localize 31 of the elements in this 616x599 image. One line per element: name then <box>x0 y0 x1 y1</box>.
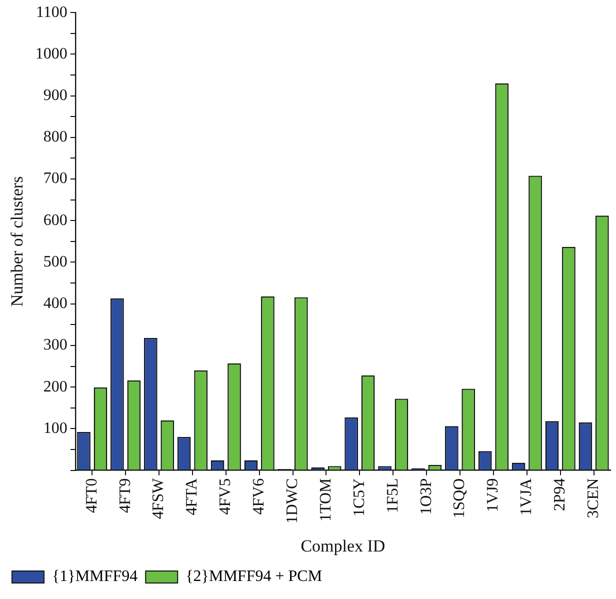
x-tick-label: 4FV6 <box>250 478 268 515</box>
x-tick-label: 4FT0 <box>83 478 100 513</box>
x-axis-title: Complex ID <box>300 536 386 556</box>
x-tick-label: 1DWC <box>284 478 301 524</box>
y-tick-label: 700 <box>43 170 68 188</box>
x-tick-label: 4FSW <box>150 477 168 520</box>
x-tick-label: 1SQO <box>451 478 468 518</box>
x-tick-label: 4FT9 <box>116 478 134 513</box>
y-tick-label: 1000 <box>35 45 68 62</box>
legend-label: {1}MMFF94 <box>52 568 138 586</box>
y-tick-label: 400 <box>43 295 68 312</box>
y-tick-label: 600 <box>43 212 68 229</box>
x-tick-label: 1F5L <box>384 478 402 513</box>
legend-label: {2}MMFF94 + PCM <box>186 568 322 586</box>
x-tick-label: 4FTA <box>184 478 201 516</box>
x-tick-label: 1C5Y <box>350 478 368 517</box>
x-tick-label: 1VJ9 <box>484 478 502 512</box>
x-tick-label: 4FV5 <box>217 478 234 515</box>
y-tick-label: 900 <box>43 87 68 104</box>
y-tick-label: 300 <box>43 336 68 354</box>
y-tick-label: 1100 <box>36 4 68 21</box>
y-tick-label: 500 <box>43 253 68 270</box>
x-tick-label: 1O3P <box>418 478 435 515</box>
y-tick-label: 100 <box>43 420 68 437</box>
y-tick-label: 200 <box>43 378 68 396</box>
x-tick-label: 3CEN <box>585 478 602 518</box>
y-tick-label: 800 <box>43 128 68 146</box>
x-tick-label: 2P94 <box>552 478 569 512</box>
x-tick-label: 1VJA <box>518 478 536 516</box>
x-tick-label: 1TOM <box>317 478 334 522</box>
y-axis-title: Number of clusters <box>8 176 27 307</box>
